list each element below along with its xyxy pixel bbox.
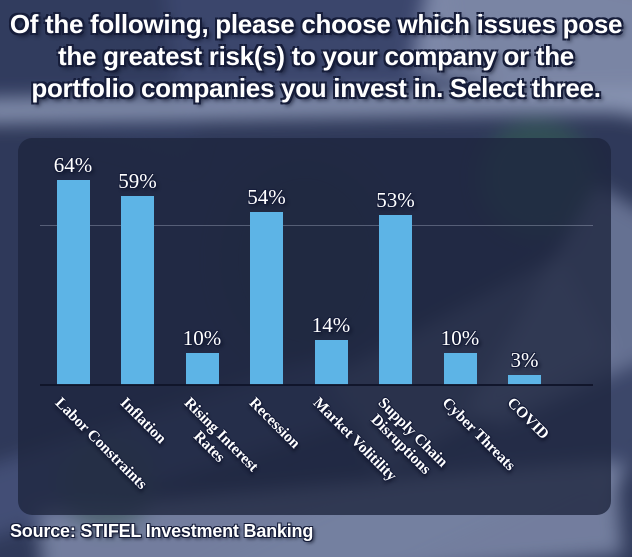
title-line: the greatest risk(s) to your company or …	[58, 41, 574, 71]
bar-inflation	[121, 196, 154, 385]
value-label-rising-interest-rates: 10%	[182, 326, 222, 350]
value-label-recession: 54%	[247, 185, 286, 209]
value-label-covid: 3%	[510, 348, 539, 372]
title-line: Of the following, please choose which is…	[9, 9, 623, 39]
value-label-cyber-threats: 10%	[440, 326, 480, 350]
chart-panel: 64% Labor Constraints 59% Inflation 10% Risin…	[18, 138, 611, 515]
bar-covid	[508, 375, 541, 385]
value-label-supply-chain-disruptions: 53%	[376, 188, 415, 212]
bar-cyber-threats	[443, 353, 477, 385]
axis-label-recession: Recession	[245, 394, 303, 452]
title-line: portfolio companies you invest in. Selec…	[31, 73, 601, 103]
bar-market-volitility	[314, 340, 348, 385]
bar-supply-chain-disruptions	[379, 215, 412, 385]
bar-recession	[250, 212, 283, 385]
x-axis-line	[40, 384, 593, 386]
bar-rising-interest-rates	[185, 353, 219, 385]
axis-label-inflation: Inflation	[116, 394, 170, 448]
gridline-50-percent	[40, 225, 593, 226]
axis-label-covid: COVID	[503, 394, 552, 443]
chart-question-title: Of the following, please choose which is…	[0, 8, 632, 104]
value-label-market-volitility: 14%	[311, 313, 351, 337]
value-label-labor-constraints: 64%	[53, 153, 93, 177]
bar-labor-constraints	[56, 180, 90, 385]
value-label-inflation: 59%	[118, 169, 157, 193]
source-attribution: Source: STIFEL Investment Banking	[10, 521, 314, 541]
